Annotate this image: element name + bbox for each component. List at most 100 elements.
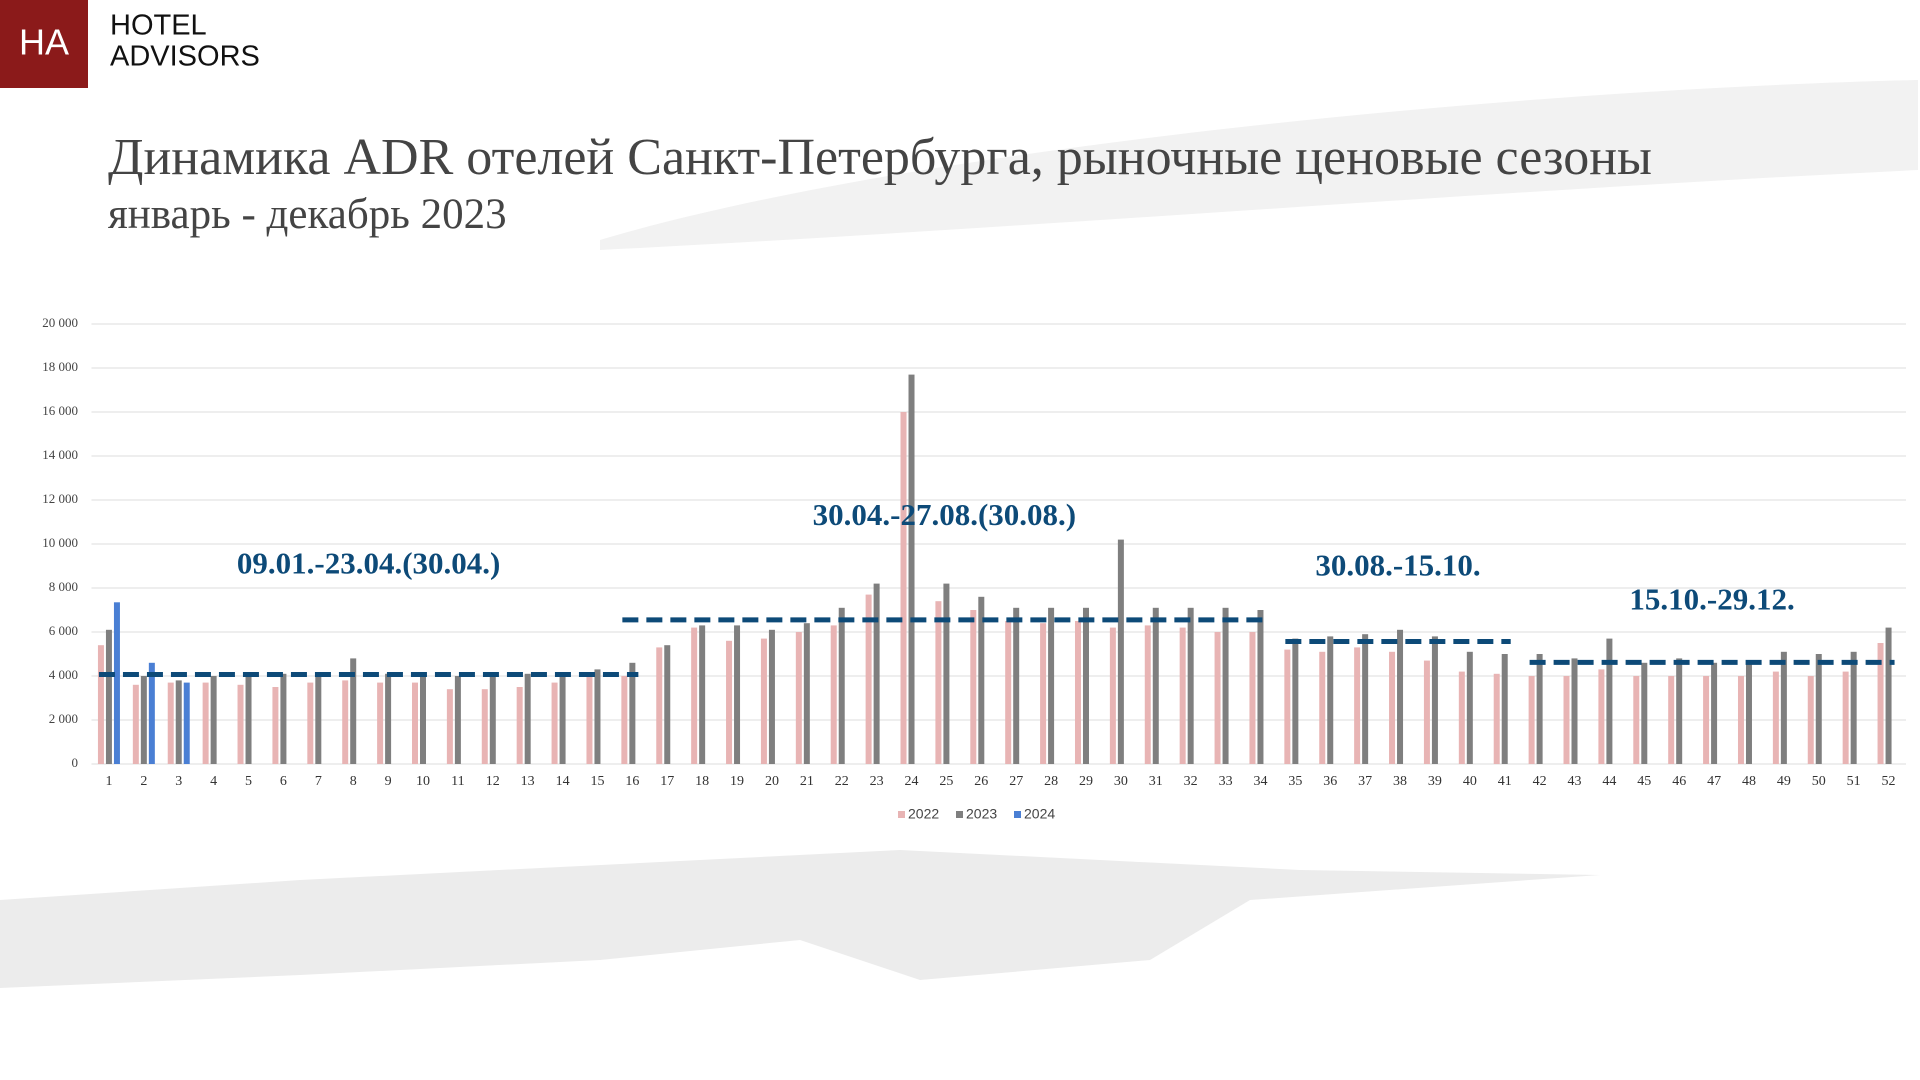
x-tick-label: 52 (1882, 774, 1896, 789)
bar (1327, 636, 1334, 764)
x-tick-label: 15 (590, 774, 604, 789)
bar (1319, 651, 1326, 764)
brand-line: HOTEL (110, 10, 207, 42)
bar (175, 680, 182, 764)
bar (1292, 638, 1299, 764)
bar (1842, 671, 1849, 764)
bar (280, 673, 287, 764)
bar (524, 673, 531, 764)
y-tick-label: 12 000 (42, 491, 78, 506)
bar (1257, 610, 1264, 764)
bar (1737, 676, 1744, 764)
bar (167, 682, 174, 764)
bar (272, 687, 279, 764)
bar (1082, 607, 1089, 764)
bar (1109, 627, 1116, 764)
x-tick-label: 43 (1568, 774, 1582, 789)
bar (1850, 651, 1857, 764)
bar (803, 623, 810, 764)
bar (586, 676, 593, 764)
background-shape (600, 80, 1918, 250)
x-tick-label: 51 (1847, 774, 1861, 789)
x-tick-label: 34 (1253, 774, 1267, 789)
x-tick-label: 11 (451, 774, 464, 789)
x-tick-label: 31 (1149, 774, 1163, 789)
bar (1397, 629, 1404, 764)
bar (1633, 676, 1640, 764)
legend-label: 2024 (1024, 806, 1055, 822)
bar (1815, 654, 1822, 764)
bar (1152, 607, 1159, 764)
x-tick-label: 39 (1428, 774, 1442, 789)
bar (978, 596, 985, 764)
bar (768, 629, 775, 764)
bar (1877, 643, 1884, 764)
y-tick-label: 6 000 (49, 623, 78, 638)
bar (97, 645, 104, 764)
bar (830, 625, 837, 764)
x-tick-label: 42 (1533, 774, 1547, 789)
x-tick-label: 41 (1498, 774, 1512, 789)
bar (342, 680, 349, 764)
x-tick-label: 33 (1219, 774, 1233, 789)
x-tick-label: 32 (1184, 774, 1198, 789)
bar (1187, 607, 1194, 764)
bar (1005, 621, 1012, 764)
bar (245, 673, 252, 764)
bar (760, 638, 767, 764)
season-label: 15.10.-29.12. (1629, 581, 1794, 616)
bar (873, 583, 880, 764)
bar (621, 676, 628, 764)
legend-label: 2023 (966, 806, 997, 822)
legend-label: 2022 (908, 806, 939, 822)
bar (377, 682, 384, 764)
x-tick-label: 20 (765, 774, 779, 789)
x-tick-label: 37 (1358, 774, 1372, 789)
bar (1772, 671, 1779, 764)
bar (1885, 627, 1892, 764)
x-tick-label: 38 (1393, 774, 1407, 789)
bar (629, 662, 636, 764)
y-tick-label: 2 000 (49, 711, 78, 726)
bar (726, 640, 733, 764)
bar (1354, 647, 1361, 764)
bar (551, 682, 558, 764)
bar (1536, 654, 1543, 764)
bar (140, 676, 147, 764)
y-tick-label: 20 000 (42, 315, 78, 330)
bar (411, 682, 418, 764)
bar (656, 647, 663, 764)
x-tick-label: 25 (939, 774, 953, 789)
x-tick-label: 36 (1323, 774, 1337, 789)
x-tick-label: 46 (1672, 774, 1686, 789)
bar (315, 673, 322, 764)
bar (1466, 651, 1473, 764)
bar (1571, 658, 1578, 764)
x-tick-label: 28 (1044, 774, 1058, 789)
bar (1249, 632, 1256, 764)
bar (795, 632, 802, 764)
x-tick-label: 50 (1812, 774, 1826, 789)
bar (1493, 673, 1500, 764)
bar (1780, 651, 1787, 764)
legend-swatch (898, 811, 905, 818)
bar (1179, 627, 1186, 764)
x-tick-label: 7 (315, 774, 322, 789)
chart-subtitle: январь - декабрь 2023 (108, 191, 507, 238)
x-tick-label: 9 (385, 774, 392, 789)
chart-title: Динамика ADR отелей Санкт-Петербурга, ры… (108, 129, 1652, 186)
bar (1074, 621, 1081, 764)
bar (1598, 669, 1605, 764)
bar (237, 684, 244, 764)
x-tick-label: 22 (835, 774, 849, 789)
bar (1284, 649, 1291, 764)
bar (385, 673, 392, 764)
bar (1458, 671, 1465, 764)
x-tick-label: 5 (245, 774, 252, 789)
bar (1144, 625, 1151, 764)
bar (481, 689, 488, 764)
x-tick-label: 12 (486, 774, 500, 789)
x-tick-label: 8 (350, 774, 357, 789)
bar (559, 673, 566, 764)
